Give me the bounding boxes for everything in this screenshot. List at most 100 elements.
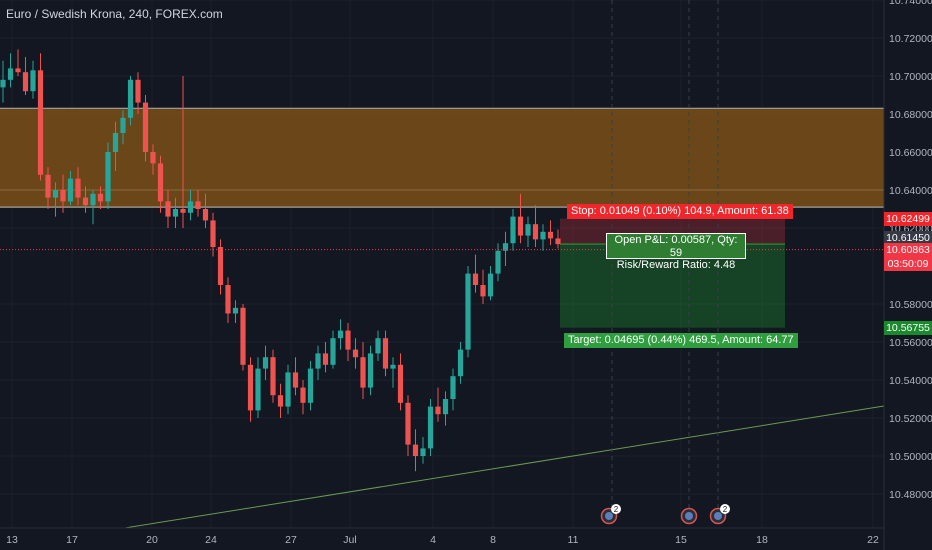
candle [120,110,126,145]
price-axis-label: 10.48000 [889,489,932,501]
candle [15,49,21,76]
time-axis-label: 18 [756,534,768,546]
time-axis-label: 13 [6,534,18,546]
time-axis-label: 4 [430,534,436,546]
price-axis-label: 10.56000 [889,337,932,349]
candle [172,197,179,228]
time-axis-label: 15 [675,534,687,546]
candle [480,269,486,304]
candle [180,76,186,228]
price-axis-label: 10.68000 [889,109,932,121]
risk-reward-text: Risk/Reward Ratio: 4.48 [616,259,736,271]
candle [67,171,74,206]
candle [277,383,284,418]
price-axis-label: 10.52000 [889,413,932,425]
open-pnl-text: Open P&L: 0.00587, Qty: 59 [614,234,738,259]
last-price-tag: 10.61450 [884,231,932,246]
economic-event-icon[interactable] [680,507,698,525]
candle [412,429,419,472]
open-pnl-label[interactable]: Open P&L: 0.00587, Qty: 59 Risk/Reward R… [606,233,746,271]
candle [547,220,554,246]
candle [270,349,276,403]
candle [435,387,441,422]
candle [375,330,381,361]
economic-event-icon[interactable]: 2 [709,504,731,525]
candle [345,323,351,361]
take-profit-label[interactable]: Target: 0.04695 (0.44%) 469.5, Amount: 6… [564,333,798,348]
candle [517,193,524,244]
candle [307,361,314,411]
candle [405,395,411,456]
economic-event-icon[interactable]: 2 [600,504,622,525]
candle [165,190,171,228]
candle [300,380,306,415]
price-axis-label: 10.70000 [889,71,932,83]
candle [352,338,359,369]
candle [382,330,389,377]
stop-price-tag: 10.62499 [884,211,932,226]
candle [292,357,299,396]
price-axis-label: 10.58000 [889,299,932,311]
symbol-title: Euro / Swedish Krona, 240, FOREX.com [6,7,223,21]
candle [337,319,344,350]
candle [255,357,261,418]
candle [510,209,516,251]
price-axis[interactable]: 10.74000 10.72000 10.70000 10.68000 10.66000… [883,0,932,550]
candle [127,76,134,126]
candle [202,193,209,228]
candle [232,300,239,323]
time-axis-label: 8 [490,534,496,546]
candle [390,357,396,388]
time-axis-label: 22 [867,534,879,546]
candle [247,357,254,422]
time-axis-label: Jul [343,534,356,546]
candle [502,231,509,266]
candle [30,60,36,99]
candle [187,190,194,221]
candle [285,364,291,415]
time-axis[interactable]: 13 17 20 24 27 Jul 4 8 11 15 18 22 [0,527,884,546]
candle [240,304,246,371]
candle [225,277,231,323]
candle [322,342,329,373]
price-axis-label: 10.50000 [889,451,932,463]
candle [112,121,119,171]
candle [262,345,269,380]
candle [420,437,426,464]
target-price-tag: 10.56755 [884,320,932,335]
price-axis-label: 10.54000 [889,375,932,387]
time-axis-label: 11 [568,534,579,546]
event-badge-count: 2 [723,505,728,514]
candle [82,186,89,213]
candle [315,345,321,380]
candle [97,186,104,209]
candle [7,53,14,88]
candle [0,60,6,103]
candle [360,342,366,399]
candle [555,229,561,249]
resistance-zone[interactable] [0,108,884,208]
support-trendline[interactable] [124,405,885,529]
candle [75,167,81,206]
candle [52,182,59,217]
candle [22,57,29,95]
candle [525,216,531,247]
candle [217,239,224,295]
candle [135,72,141,114]
candle [90,190,96,225]
candle [195,190,201,217]
candle [442,391,449,426]
candle [450,368,456,411]
stop-loss-label[interactable]: Stop: 0.01049 (0.10%) 104.9, Amount: 61.… [567,204,793,219]
candle [105,142,111,209]
candle [45,167,51,209]
price-axis-label: 10.66000 [889,147,932,159]
candle [487,266,494,301]
price-axis-label: 10.64000 [889,185,932,197]
time-axis-label: 17 [66,534,78,546]
candle [150,144,156,175]
candle [472,254,479,293]
price-axis-label: 10.74000 [889,0,932,7]
event-badge-count: 2 [614,505,619,514]
